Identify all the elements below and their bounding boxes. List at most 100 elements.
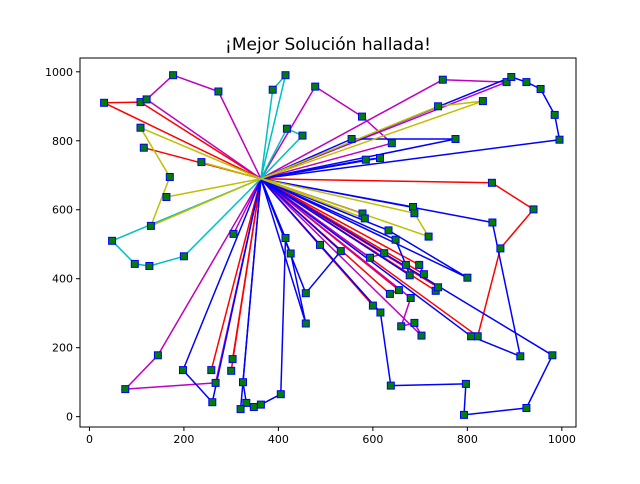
city-marker bbox=[298, 131, 307, 140]
city-marker bbox=[386, 381, 395, 390]
route-cyan-35 bbox=[111, 178, 262, 267]
city-marker bbox=[376, 154, 384, 162]
city-marker bbox=[208, 398, 217, 407]
city-marker bbox=[555, 135, 564, 144]
city-marker bbox=[417, 331, 426, 340]
city-marker bbox=[282, 124, 291, 133]
city-marker bbox=[522, 78, 531, 87]
city-marker bbox=[286, 249, 295, 258]
x-tick-label: 0 bbox=[86, 433, 93, 446]
city-marker bbox=[529, 205, 538, 214]
route-magenta-14 bbox=[260, 78, 508, 180]
city-marker bbox=[165, 173, 174, 181]
city-marker bbox=[276, 390, 285, 399]
city-marker bbox=[145, 262, 154, 270]
x-tick-label: 1000 bbox=[548, 433, 576, 446]
city-marker bbox=[358, 112, 366, 121]
city-marker bbox=[146, 221, 155, 230]
city-marker bbox=[108, 236, 117, 245]
city-marker bbox=[316, 240, 324, 249]
city-marker bbox=[410, 318, 419, 327]
city-marker bbox=[366, 253, 374, 262]
city-marker bbox=[211, 378, 220, 387]
city-marker bbox=[360, 214, 369, 223]
city-marker bbox=[153, 351, 162, 360]
city-marker bbox=[406, 294, 415, 302]
city-marker bbox=[227, 366, 236, 375]
city-marker bbox=[336, 247, 345, 256]
city-marker bbox=[451, 135, 460, 143]
city-marker bbox=[281, 234, 290, 242]
city-marker bbox=[410, 209, 419, 218]
route-blue-32 bbox=[260, 178, 554, 416]
city-marker bbox=[179, 366, 187, 375]
city-marker bbox=[487, 178, 496, 187]
city-marker bbox=[522, 404, 531, 412]
city-marker bbox=[391, 235, 400, 244]
city-marker bbox=[301, 289, 310, 298]
city-marker bbox=[236, 405, 245, 414]
city-marker bbox=[380, 249, 389, 258]
city-marker bbox=[550, 110, 559, 119]
city-marker bbox=[142, 95, 151, 104]
city-marker bbox=[419, 270, 428, 279]
route-blue-21 bbox=[260, 138, 457, 180]
route-cyan-33 bbox=[260, 74, 287, 179]
city-markers bbox=[100, 71, 564, 419]
city-marker bbox=[136, 123, 145, 132]
city-marker bbox=[405, 271, 414, 280]
city-marker bbox=[387, 139, 396, 148]
city-marker bbox=[548, 351, 557, 360]
city-marker bbox=[139, 143, 148, 152]
city-marker bbox=[496, 244, 505, 253]
city-marker bbox=[256, 400, 265, 409]
city-marker bbox=[169, 71, 178, 80]
route-red-10 bbox=[260, 178, 425, 275]
city-marker bbox=[347, 135, 356, 143]
city-marker bbox=[460, 410, 468, 419]
city-marker bbox=[162, 193, 171, 201]
city-marker bbox=[376, 308, 385, 317]
route-blue-22 bbox=[260, 157, 381, 180]
route-olive-40 bbox=[260, 177, 430, 238]
city-marker bbox=[242, 398, 251, 407]
city-marker bbox=[228, 355, 237, 364]
city-marker bbox=[415, 260, 424, 269]
x-tick-label: 600 bbox=[362, 433, 383, 446]
city-marker bbox=[463, 273, 472, 282]
city-marker bbox=[424, 232, 433, 241]
city-marker bbox=[502, 78, 511, 87]
city-marker bbox=[249, 403, 258, 411]
city-marker bbox=[385, 289, 394, 298]
city-marker bbox=[394, 286, 403, 295]
city-marker bbox=[434, 283, 443, 292]
city-marker bbox=[397, 322, 406, 331]
city-marker bbox=[478, 97, 487, 106]
y-tick-label: 800 bbox=[52, 135, 73, 148]
city-marker bbox=[130, 259, 139, 268]
route-blue-26 bbox=[260, 178, 469, 279]
city-marker bbox=[229, 229, 238, 238]
plot-frame bbox=[79, 57, 577, 428]
y-tick-label: 600 bbox=[52, 204, 73, 217]
y-tick-label: 1000 bbox=[45, 66, 73, 79]
y-tick-label: 0 bbox=[66, 411, 73, 424]
city-marker bbox=[401, 260, 410, 269]
city-marker bbox=[536, 85, 545, 93]
x-tick-label: 200 bbox=[173, 433, 194, 446]
city-marker bbox=[301, 319, 310, 328]
route-red-1 bbox=[103, 101, 262, 180]
y-tick-label: 400 bbox=[52, 273, 73, 286]
route-magenta-19 bbox=[260, 178, 423, 337]
city-marker bbox=[100, 98, 109, 107]
city-marker bbox=[197, 158, 206, 167]
city-marker bbox=[516, 352, 525, 361]
x-axis: 0 200 400 600 800 1000 bbox=[86, 427, 576, 446]
city-marker bbox=[473, 332, 482, 341]
city-marker bbox=[214, 87, 223, 96]
city-marker bbox=[361, 155, 370, 164]
route-blue-29 bbox=[182, 178, 262, 403]
city-marker bbox=[268, 85, 277, 94]
